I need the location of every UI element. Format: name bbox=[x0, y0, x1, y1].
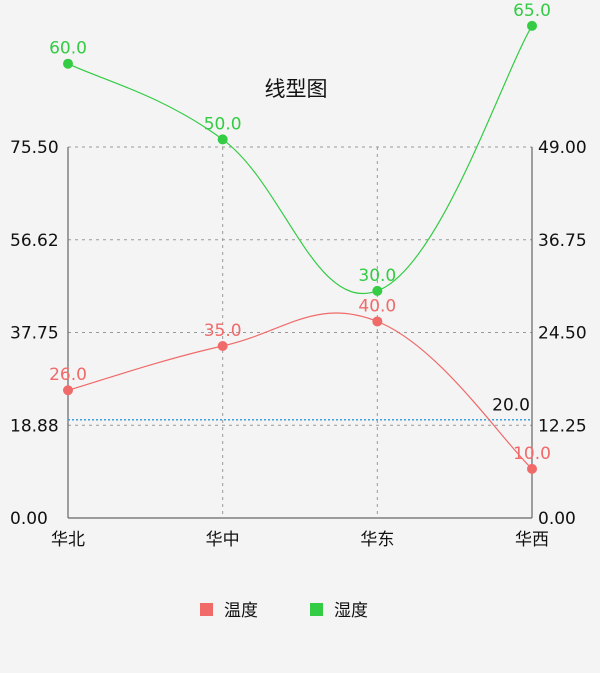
series-2-point bbox=[217, 134, 228, 145]
legend-swatch bbox=[200, 603, 213, 616]
right-axis-tick-label: 24.50 bbox=[538, 324, 587, 344]
chart-title: 线型图 bbox=[265, 77, 328, 101]
series-2-data-label: 30.0 bbox=[358, 266, 396, 286]
grid bbox=[68, 146, 532, 518]
right-axis-tick-label: 49.00 bbox=[538, 138, 587, 158]
series-1-data-label: 26.0 bbox=[49, 365, 87, 385]
left-axis-tick-label: 56.62 bbox=[10, 231, 59, 251]
series-1-line bbox=[67, 312, 533, 470]
series-1-point bbox=[372, 316, 383, 327]
series-group: 26.0 35.0 40.0 10.0 60.0 50.0 30.0 65.0 bbox=[49, 1, 551, 474]
limit-line-label: 20.0 bbox=[492, 396, 530, 416]
series-1-point bbox=[527, 463, 537, 474]
x-axis-tick-label: 华中 bbox=[206, 530, 240, 550]
series-1-point bbox=[63, 385, 73, 396]
series-2-data-label: 65.0 bbox=[513, 1, 551, 21]
series-1-data-label: 35.0 bbox=[204, 321, 242, 341]
series-2-point bbox=[63, 58, 73, 69]
series-1-point bbox=[217, 341, 228, 352]
series-2-point bbox=[527, 20, 537, 31]
left-axis-tick-label: 37.75 bbox=[10, 324, 59, 344]
left-axis-tick-label: 0.00 bbox=[10, 509, 48, 529]
series-1-data-label: 10.0 bbox=[513, 444, 551, 464]
right-axis-tick-label: 12.25 bbox=[538, 416, 587, 436]
left-axis-tick-label: 18.88 bbox=[10, 416, 59, 436]
right-axis-tick-label: 0.00 bbox=[538, 509, 576, 529]
series-2-data-label: 50.0 bbox=[204, 114, 242, 134]
legend-swatch bbox=[310, 603, 323, 616]
legend-label: 湿度 bbox=[334, 601, 368, 621]
x-axis-tick-label: 华东 bbox=[360, 530, 394, 550]
series-2-point bbox=[372, 285, 383, 296]
left-axis-tick-label: 75.50 bbox=[10, 138, 59, 158]
limit-line-group: 20.0 bbox=[68, 396, 532, 421]
series-2-line bbox=[67, 25, 533, 294]
series-1-data-label: 40.0 bbox=[358, 296, 396, 316]
legend-label: 温度 bbox=[224, 601, 258, 621]
series-2-data-label: 60.0 bbox=[49, 39, 87, 59]
legend: 温度 湿度 bbox=[200, 601, 368, 621]
x-axis-tick-label: 华西 bbox=[515, 530, 549, 550]
axes: 0.00 0.00 18.88 12.25 37.75 24.50 56.62 36.75 75… bbox=[10, 138, 587, 550]
right-axis-tick-label: 36.75 bbox=[538, 231, 587, 251]
x-axis-tick-label: 华北 bbox=[51, 530, 85, 550]
